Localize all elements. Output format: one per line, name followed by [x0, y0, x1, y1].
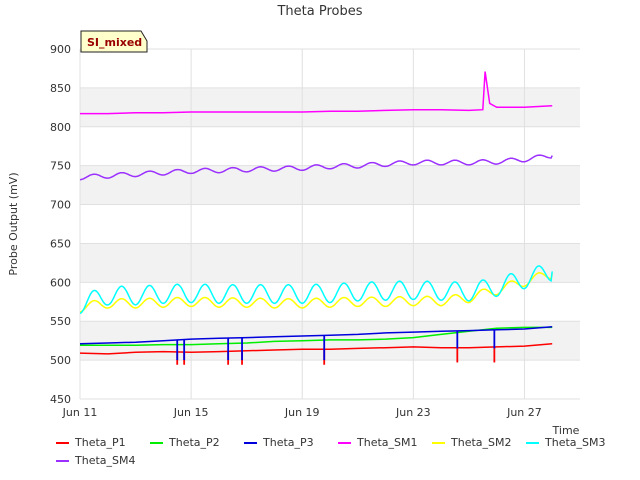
- legend-label: Theta_SM4: [75, 454, 136, 467]
- series-line-theta-p1: [80, 343, 553, 355]
- x-tick-label: Jun 15: [173, 406, 209, 419]
- x-tick-label: Jun 23: [395, 406, 431, 419]
- y-tick-label: 600: [50, 276, 71, 289]
- legend-label: Theta_SM1: [357, 436, 418, 449]
- x-tick-label: Jun 11: [62, 406, 98, 419]
- series-line-theta-sm2: [80, 272, 553, 313]
- y-tick-label: 650: [50, 237, 71, 250]
- legend-item: Theta_P2: [150, 436, 220, 449]
- axes: 450 500 550 600 650 700 750 800 850 900 Jun 11 Jun …: [50, 43, 542, 419]
- legend-swatch: [526, 441, 539, 444]
- badge-box: [80, 30, 148, 53]
- legend-swatch: [56, 459, 69, 462]
- legend-swatch: [150, 441, 163, 444]
- si-mixed-badge: SI_mixed: [80, 30, 148, 53]
- y-tick-label: 800: [50, 121, 71, 134]
- series-line-theta-p3: [80, 325, 553, 345]
- legend-item: Theta_P1: [56, 436, 126, 449]
- y-axis-label: Probe Output (mV): [7, 172, 20, 275]
- series-line-theta-sm3: [80, 265, 553, 315]
- legend-item: Theta_SM1: [338, 436, 417, 449]
- legend-label: Theta_P1: [75, 436, 126, 449]
- x-axis-label: Time: [552, 424, 580, 437]
- x-tick-label: Jun 27: [506, 406, 542, 419]
- legend-item: Theta_SM4: [56, 454, 135, 467]
- legend-swatch: [338, 441, 351, 444]
- legend-item: Theta_P3: [244, 436, 314, 449]
- y-tick-label: 450: [50, 393, 71, 406]
- legend-label: Theta_P3: [263, 436, 314, 449]
- legend-swatch: [56, 441, 69, 444]
- series-line-theta-sm4: [80, 154, 553, 181]
- legend-item: Theta_SM3: [526, 436, 605, 449]
- grid-lines: [79, 48, 580, 400]
- series-line-theta-sm1: [80, 71, 553, 115]
- series-layer: [80, 71, 553, 365]
- y-tick-label: 850: [50, 82, 71, 95]
- legend-item: Theta_SM2: [432, 436, 511, 449]
- y-tick-label: 500: [50, 354, 71, 367]
- chart-title: Theta Probes: [276, 4, 362, 19]
- badge-label: SI_mixed: [87, 36, 142, 49]
- y-tick-label: 900: [50, 43, 71, 56]
- y-tick-label: 550: [50, 315, 71, 328]
- plot-band: [80, 165, 580, 205]
- legend-swatch: [244, 441, 257, 444]
- y-tick-label: 700: [50, 199, 71, 212]
- legend-label: Theta_SM3: [545, 436, 606, 449]
- legend-label: Theta_SM2: [451, 436, 512, 449]
- legend-swatch: [432, 441, 445, 444]
- legend-label: Theta_P2: [169, 436, 220, 449]
- y-tick-label: 750: [50, 160, 71, 173]
- plot-band: [80, 243, 580, 283]
- x-tick-label: Jun 19: [284, 406, 320, 419]
